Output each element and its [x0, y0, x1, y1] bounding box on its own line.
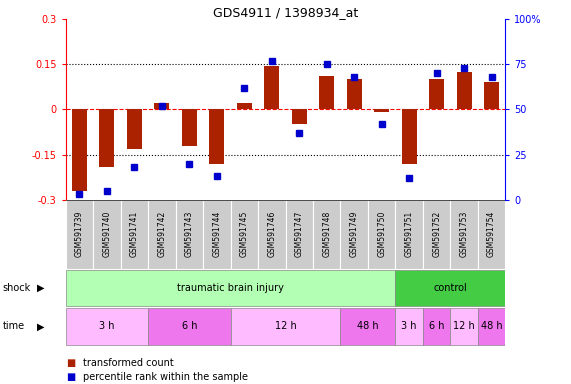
Text: 3 h: 3 h: [401, 321, 417, 331]
Text: GSM591750: GSM591750: [377, 211, 386, 257]
Text: percentile rank within the sample: percentile rank within the sample: [83, 372, 248, 382]
Bar: [209, 109, 224, 164]
Bar: [423, 200, 451, 269]
Text: 12 h: 12 h: [275, 321, 296, 331]
Text: GSM591745: GSM591745: [240, 211, 249, 257]
Text: transformed count: transformed count: [83, 358, 174, 368]
Text: ■: ■: [66, 358, 75, 368]
Bar: [429, 79, 444, 109]
Bar: [292, 109, 307, 124]
Text: 48 h: 48 h: [357, 321, 379, 331]
Bar: [484, 83, 499, 109]
Bar: [457, 72, 472, 109]
Bar: [120, 200, 148, 269]
Text: ▶: ▶: [37, 321, 45, 331]
Bar: [148, 200, 176, 269]
Bar: [66, 270, 395, 306]
Bar: [423, 308, 451, 345]
Text: GSM591739: GSM591739: [75, 211, 84, 257]
Text: GSM591746: GSM591746: [267, 211, 276, 257]
Bar: [264, 66, 279, 109]
Bar: [401, 109, 417, 164]
Bar: [93, 200, 120, 269]
Text: GSM591749: GSM591749: [349, 211, 359, 257]
Text: 12 h: 12 h: [453, 321, 475, 331]
Bar: [374, 109, 389, 113]
Bar: [237, 103, 252, 109]
Bar: [72, 109, 87, 190]
Bar: [154, 103, 170, 109]
Text: ▶: ▶: [37, 283, 45, 293]
Text: GSM591752: GSM591752: [432, 211, 441, 257]
Bar: [258, 200, 286, 269]
Bar: [231, 200, 258, 269]
Text: time: time: [3, 321, 25, 331]
Text: shock: shock: [3, 283, 31, 293]
Bar: [319, 76, 334, 109]
Text: control: control: [433, 283, 467, 293]
Bar: [347, 79, 362, 109]
Text: GDS4911 / 1398934_at: GDS4911 / 1398934_at: [213, 6, 358, 19]
Text: GSM591744: GSM591744: [212, 211, 222, 257]
Bar: [182, 109, 197, 146]
Bar: [395, 200, 423, 269]
Bar: [203, 200, 231, 269]
Text: GSM591751: GSM591751: [405, 211, 413, 257]
Bar: [478, 200, 505, 269]
Text: GSM591748: GSM591748: [322, 211, 331, 257]
Bar: [340, 308, 395, 345]
Text: 48 h: 48 h: [481, 321, 502, 331]
Bar: [99, 109, 114, 167]
Text: GSM591754: GSM591754: [487, 211, 496, 257]
Bar: [451, 308, 478, 345]
Bar: [231, 308, 340, 345]
Bar: [451, 200, 478, 269]
Text: ■: ■: [66, 372, 75, 382]
Bar: [66, 308, 148, 345]
Text: GSM591741: GSM591741: [130, 211, 139, 257]
Bar: [478, 308, 505, 345]
Bar: [313, 200, 340, 269]
Bar: [176, 200, 203, 269]
Bar: [395, 270, 505, 306]
Bar: [286, 200, 313, 269]
Text: GSM591740: GSM591740: [102, 211, 111, 257]
Text: 6 h: 6 h: [429, 321, 444, 331]
Bar: [66, 200, 93, 269]
Bar: [148, 308, 231, 345]
Text: GSM591743: GSM591743: [185, 211, 194, 257]
Bar: [395, 308, 423, 345]
Bar: [368, 200, 395, 269]
Bar: [127, 109, 142, 149]
Text: GSM591742: GSM591742: [158, 211, 166, 257]
Text: 3 h: 3 h: [99, 321, 115, 331]
Text: GSM591747: GSM591747: [295, 211, 304, 257]
Text: 6 h: 6 h: [182, 321, 197, 331]
Bar: [340, 200, 368, 269]
Text: GSM591753: GSM591753: [460, 211, 469, 257]
Text: traumatic brain injury: traumatic brain injury: [177, 283, 284, 293]
